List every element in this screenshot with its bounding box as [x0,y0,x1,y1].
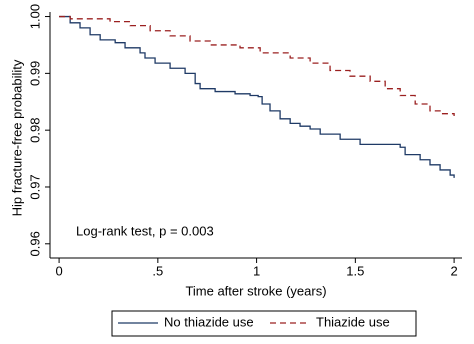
y-tick-label: 0.98 [27,118,42,143]
survival-line [59,15,455,116]
y-tick-label: 0.97 [27,174,42,199]
x-tick-label: .5 [152,263,163,278]
x-tick-label: 2 [450,263,457,278]
legend-label: Thiazide use [316,314,390,329]
legend-label: No thiazide use [164,314,254,329]
x-tick-label: 1.5 [346,263,364,278]
x-tick-label: 1 [253,263,260,278]
legend [111,310,417,337]
y-tick-label: 1.00 [27,4,42,29]
x-tick-label: 0 [55,263,62,278]
x-axis-title: Time after stroke (years) [185,283,326,298]
y-tick-label: 0.96 [27,231,42,256]
y-tick-label: 0.99 [27,61,42,86]
y-axis-title: Hip fracture-free probability [9,59,24,216]
annotation: Log-rank test, p = 0.003 [76,223,214,238]
survival-line [59,15,455,178]
